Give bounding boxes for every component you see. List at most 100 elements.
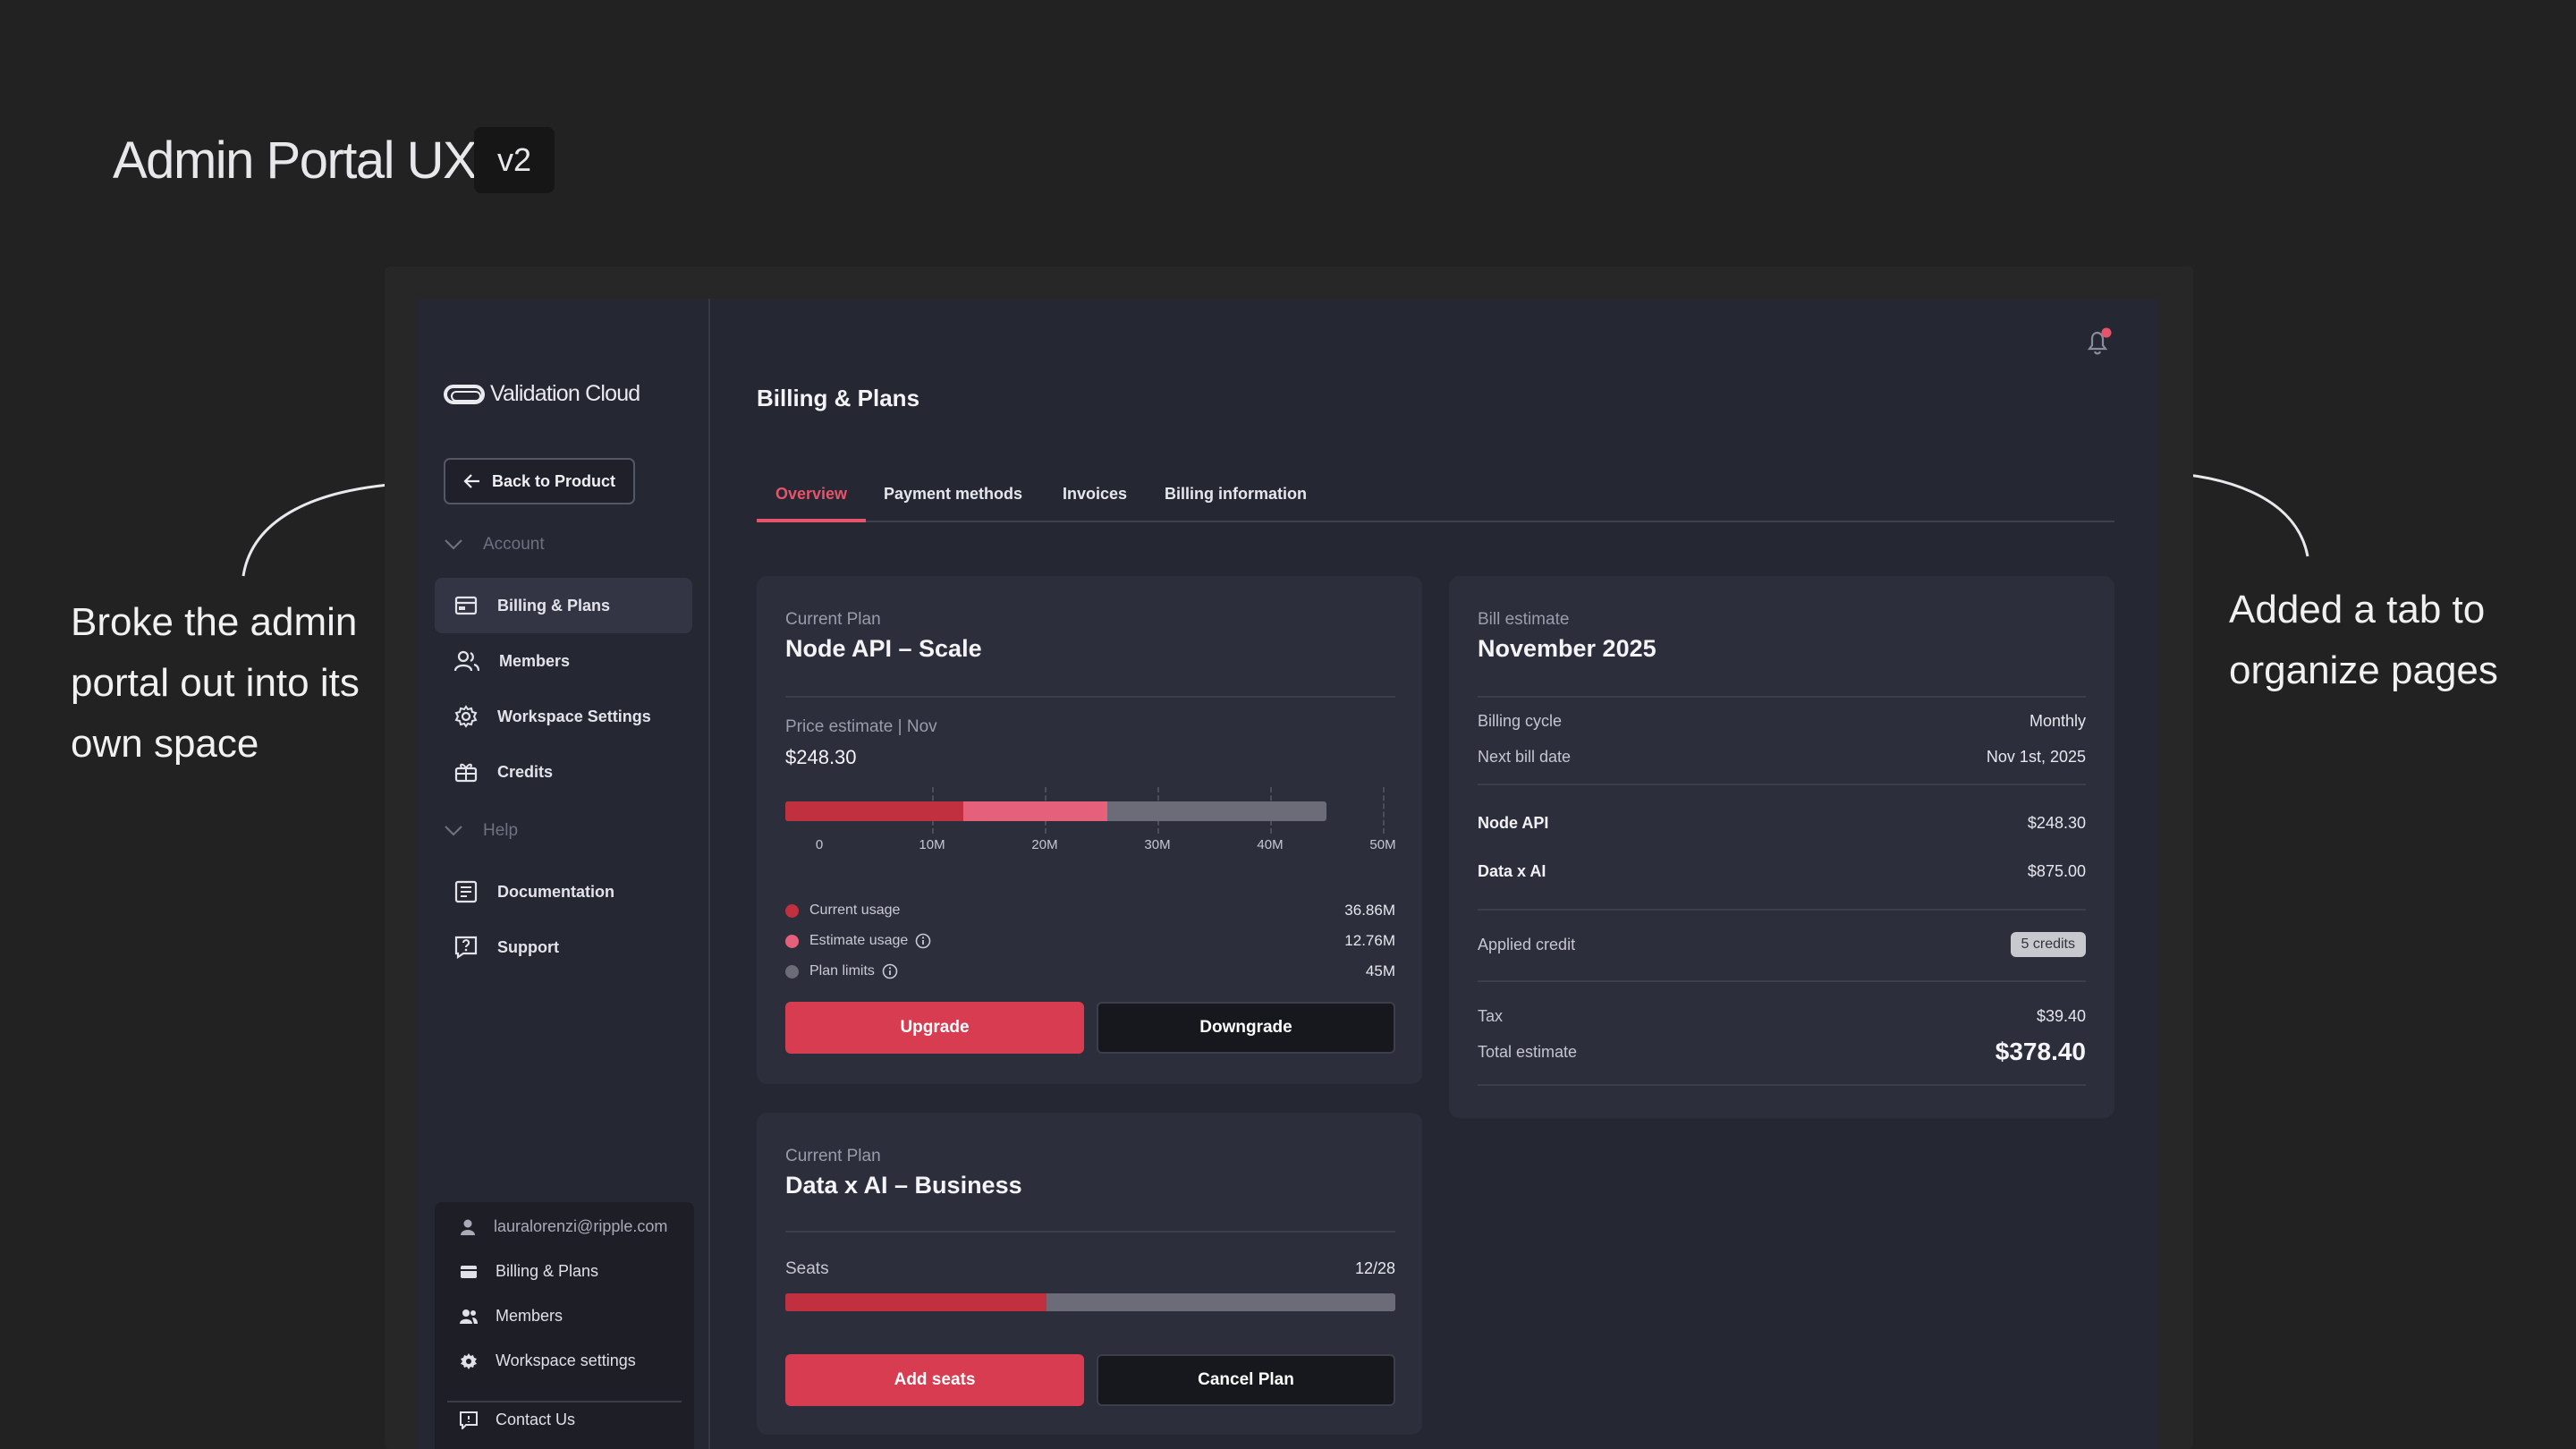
next-bill-date-row: Next bill date Nov 1st, 2025 [1478,748,2086,767]
credit-card-icon [454,596,478,615]
plan-kicker: Current Plan [785,610,881,629]
user-menu-item-label: Billing & Plans [496,1262,599,1280]
legend-label: Plan limits [809,963,875,979]
legend-value: 12.76M [1344,932,1395,949]
user-menu-billing-plans[interactable]: Billing & Plans [460,1262,598,1281]
user-icon [461,1219,475,1235]
legend-label: Estimate usage [809,933,909,948]
logo-text: Validation Cloud [490,381,640,406]
plan-card-node-api: Current Plan Node API – Scale Price esti… [757,576,1422,1084]
tab-payment-methods[interactable]: Payment methods [884,485,1023,503]
total-estimate-row: Total estimate $378.40 [1478,1038,2086,1066]
tab-billing-information[interactable]: Billing information [1165,485,1307,503]
plan-name: Data x AI – Business [785,1172,1022,1199]
user-menu-workspace-settings[interactable]: Workspace settings [460,1352,636,1370]
sidebar-item-label: Billing & Plans [497,596,611,614]
seats-label: Seats [785,1259,829,1278]
sidebar-item-members[interactable]: Members [435,633,692,689]
legend-current-usage: Current usage 36.86M [785,902,1395,919]
notification-bell-icon[interactable] [2082,326,2114,358]
user-menu-members[interactable]: Members [460,1307,563,1326]
seats-bar-track [785,1293,1395,1311]
divider [1478,1084,2086,1086]
bill-kicker: Bill estimate [1478,610,1570,629]
sidebar-item-workspace-settings[interactable]: Workspace Settings [435,689,692,744]
chat-icon [460,1411,478,1429]
row-value: Nov 1st, 2025 [1986,748,2086,766]
row-label: Node API [1478,814,1549,832]
divider [785,696,1395,698]
plan-name: Node API – Scale [785,635,982,662]
row-value: $875.00 [2027,862,2086,880]
sidebar-item-label: Credits [497,762,554,781]
user-menu-item-label: Workspace settings [496,1352,636,1369]
legend-dot [785,964,799,979]
user-menu: lauralorenzi@ripple.com Billing & Plans … [435,1202,694,1449]
legend-dot [785,934,799,948]
divider [1478,909,2086,911]
credit-badge: 5 credits [2010,932,2086,957]
row-label: Total estimate [1478,1042,1578,1061]
sidebar-item-label: Support [497,937,559,956]
plan-card-data-ai: Current Plan Data x AI – Business Seats … [757,1113,1422,1435]
chevron-down-icon [445,539,462,550]
logo[interactable]: Validation Cloud [444,381,640,407]
tab-invoices[interactable]: Invoices [1063,485,1128,503]
gear-icon [454,705,478,728]
annotation-left: Broke the admin portal out into its own … [71,600,360,766]
applied-credit-row: Applied credit 5 credits [1478,932,2086,957]
nav-group-account[interactable]: Account [444,535,545,555]
credit-card-icon [461,1265,477,1278]
current-usage-bar [785,801,963,821]
nav-group-help[interactable]: Help [444,821,518,841]
divider [1478,696,2086,698]
price-estimate-label: Price estimate | Nov [785,717,937,736]
legend-estimate-usage: Estimate usage 12.76M [785,932,1395,950]
row-value: $248.30 [2027,814,2086,832]
tab-bar: Overview Payment methods Invoices Billin… [757,465,2114,522]
add-seats-button[interactable]: Add seats [785,1354,1084,1406]
chart-tick-label: 50M [1369,837,1396,852]
row-value: $39.40 [2036,1007,2086,1025]
users-icon [460,1309,478,1324]
bill-month: November 2025 [1478,635,1657,662]
usage-bar-track [785,801,1326,821]
users-icon [454,650,479,672]
nav-group-account-label: Account [483,535,545,554]
sidebar-item-credits[interactable]: Credits [435,744,692,800]
seats-value: 12/28 [1354,1259,1395,1277]
back-to-product-button[interactable]: Back to Product [444,458,635,504]
row-value: Monthly [2029,712,2086,730]
upgrade-button[interactable]: Upgrade [785,1002,1084,1054]
chart-tick-label: 30M [1144,837,1171,852]
row-label: Billing cycle [1478,712,1563,730]
user-email[interactable]: lauralorenzi@ripple.com [460,1217,667,1236]
downgrade-button[interactable]: Downgrade [1097,1002,1395,1054]
chevron-down-icon [445,826,462,836]
logo-mark-icon [444,384,485,404]
tab-overview[interactable]: Overview [757,465,866,522]
usage-chart: 0 10M 20M 30M 40M 50M [757,782,1422,871]
divider [1478,980,2086,982]
arrow-left-icon [463,474,479,488]
row-label: Next bill date [1478,748,1572,766]
main-title: Billing & Plans [757,385,920,411]
user-email-label: lauralorenzi@ripple.com [494,1217,668,1235]
cancel-plan-button[interactable]: Cancel Plan [1097,1354,1395,1406]
bill-estimate-card: Bill estimate November 2025 Billing cycl… [1449,576,2114,1118]
help-icon [454,936,478,959]
info-icon[interactable] [915,933,931,949]
sidebar-item-billing-plans[interactable]: Billing & Plans [435,578,692,633]
user-menu-contact-us[interactable]: Contact Us [460,1411,575,1429]
version-badge: v2 [474,127,555,193]
sidebar-item-support[interactable]: Support [435,919,692,975]
info-icon[interactable] [882,963,898,979]
legend-plan-limits: Plan limits 45M [785,962,1395,980]
sidebar: Validation Cloud Back to Product Account… [417,299,710,1449]
billing-cycle-row: Billing cycle Monthly [1478,712,2086,731]
tax-row: Tax $39.40 [1478,1007,2086,1026]
sidebar-item-documentation[interactable]: Documentation [435,864,692,919]
row-label: Data x AI [1478,862,1546,880]
page-title: Admin Portal UX [113,131,478,190]
gift-icon [454,763,478,783]
